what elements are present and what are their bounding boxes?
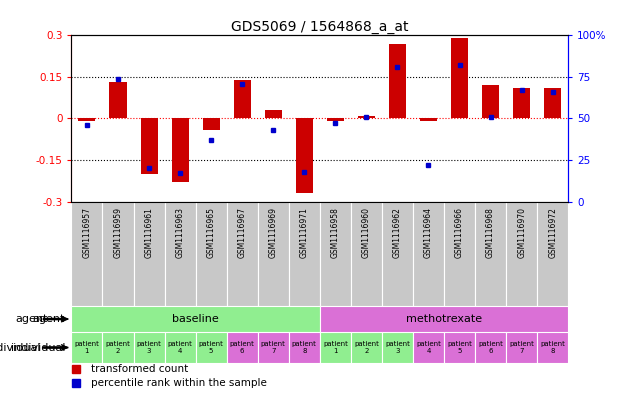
Text: patient
5: patient 5 xyxy=(447,341,472,354)
Bar xyxy=(320,202,351,306)
Text: GSM1116970: GSM1116970 xyxy=(517,207,526,258)
Text: individual: individual xyxy=(11,343,65,353)
Text: patient
3: patient 3 xyxy=(137,341,161,354)
Text: GSM1116962: GSM1116962 xyxy=(393,207,402,258)
Bar xyxy=(258,202,289,306)
Text: patient
8: patient 8 xyxy=(292,341,317,354)
Bar xyxy=(196,202,227,306)
Bar xyxy=(475,332,506,363)
Bar xyxy=(171,118,189,182)
Text: patient
7: patient 7 xyxy=(261,341,286,354)
Text: GSM1116971: GSM1116971 xyxy=(300,207,309,258)
Text: GSM1116967: GSM1116967 xyxy=(238,207,247,258)
Text: patient
5: patient 5 xyxy=(199,341,224,354)
Bar xyxy=(327,118,344,121)
Bar xyxy=(506,202,537,306)
Bar xyxy=(482,85,499,118)
Text: GSM1116965: GSM1116965 xyxy=(207,207,215,258)
Title: GDS5069 / 1564868_a_at: GDS5069 / 1564868_a_at xyxy=(231,20,409,34)
Bar xyxy=(71,332,102,363)
Text: individual: individual xyxy=(0,343,40,353)
Text: transformed count: transformed count xyxy=(91,364,189,375)
Text: patient
4: patient 4 xyxy=(416,341,441,354)
Text: GSM1116964: GSM1116964 xyxy=(424,207,433,258)
Bar xyxy=(544,88,561,118)
Bar xyxy=(196,332,227,363)
Bar xyxy=(420,118,437,121)
Text: GSM1116963: GSM1116963 xyxy=(176,207,184,258)
Bar xyxy=(320,332,351,363)
Bar xyxy=(227,202,258,306)
Text: patient
2: patient 2 xyxy=(106,341,130,354)
Bar xyxy=(265,110,282,118)
Text: GSM1116969: GSM1116969 xyxy=(269,207,278,258)
Text: patient
2: patient 2 xyxy=(354,341,379,354)
Bar xyxy=(165,202,196,306)
Bar xyxy=(320,306,568,332)
Bar xyxy=(444,332,475,363)
Bar xyxy=(451,38,468,118)
Text: patient
4: patient 4 xyxy=(168,341,193,354)
Text: GSM1116959: GSM1116959 xyxy=(114,207,122,258)
Bar xyxy=(351,202,382,306)
Bar xyxy=(358,116,375,118)
Bar xyxy=(78,118,96,121)
Text: patient
7: patient 7 xyxy=(509,341,534,354)
Bar xyxy=(227,332,258,363)
Bar xyxy=(71,306,320,332)
Text: agent: agent xyxy=(33,314,65,324)
Bar xyxy=(537,202,568,306)
Bar xyxy=(351,332,382,363)
Text: GSM1116966: GSM1116966 xyxy=(455,207,464,258)
Bar xyxy=(289,332,320,363)
Bar xyxy=(289,202,320,306)
Bar xyxy=(413,332,444,363)
Bar xyxy=(389,44,406,118)
Text: GSM1116968: GSM1116968 xyxy=(486,207,495,258)
Text: GSM1116960: GSM1116960 xyxy=(362,207,371,258)
Bar xyxy=(382,202,413,306)
Text: patient
8: patient 8 xyxy=(540,341,565,354)
Text: patient
3: patient 3 xyxy=(385,341,410,354)
Text: GSM1116957: GSM1116957 xyxy=(83,207,91,258)
Bar xyxy=(134,202,165,306)
Bar xyxy=(413,202,444,306)
Text: baseline: baseline xyxy=(172,314,219,324)
Bar xyxy=(71,202,102,306)
Text: GSM1116972: GSM1116972 xyxy=(548,207,557,258)
Bar xyxy=(382,332,413,363)
Text: patient
6: patient 6 xyxy=(230,341,255,354)
Text: methotrexate: methotrexate xyxy=(406,314,482,324)
Bar xyxy=(233,80,251,118)
Bar xyxy=(140,118,158,174)
Text: patient
1: patient 1 xyxy=(323,341,348,354)
Bar xyxy=(102,332,134,363)
Text: patient
6: patient 6 xyxy=(478,341,503,354)
Bar xyxy=(134,332,165,363)
Text: patient
1: patient 1 xyxy=(75,341,99,354)
Bar xyxy=(506,332,537,363)
Bar xyxy=(537,332,568,363)
Bar xyxy=(102,202,134,306)
Text: GSM1116961: GSM1116961 xyxy=(145,207,153,258)
Bar xyxy=(109,83,127,118)
Text: percentile rank within the sample: percentile rank within the sample xyxy=(91,378,267,387)
Bar xyxy=(202,118,220,130)
Bar xyxy=(444,202,475,306)
Bar xyxy=(513,88,530,118)
Text: agent: agent xyxy=(16,314,48,324)
Bar xyxy=(258,332,289,363)
Bar xyxy=(475,202,506,306)
Bar xyxy=(165,332,196,363)
Bar xyxy=(296,118,313,193)
Text: GSM1116958: GSM1116958 xyxy=(331,207,340,258)
